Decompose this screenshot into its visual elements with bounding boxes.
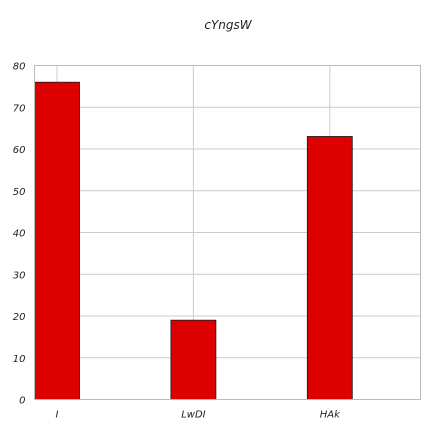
- y-tick-label: 20: [13, 312, 26, 323]
- grid-lines: [34, 65, 421, 400]
- bars: [34, 81, 353, 400]
- y-tick-label: 80: [13, 62, 26, 73]
- x-tick-label: LwDI: [181, 410, 205, 421]
- x-tick-label: I: [56, 410, 59, 421]
- bar-hak: [306, 136, 353, 400]
- y-tick-label: 60: [13, 145, 26, 156]
- plot-frame: [34, 65, 421, 400]
- y-tick-label: 70: [13, 103, 26, 114]
- y-tick-label: 50: [13, 187, 26, 198]
- chart-title: cYngsW: [204, 18, 252, 32]
- y-axis-ticks: 0 10 20 30 40 50 60 70 80: [13, 62, 26, 407]
- y-tick-label: 30: [13, 270, 26, 281]
- bar-lwdi: [170, 319, 217, 400]
- x-tick-label: HAk: [320, 410, 341, 421]
- y-tick-label: 0: [19, 396, 25, 407]
- y-tick-label: 40: [13, 229, 26, 240]
- bar-i: [34, 81, 80, 400]
- x-axis-ticks: I LwDI HAk: [56, 410, 342, 421]
- y-tick-label: 10: [13, 354, 26, 365]
